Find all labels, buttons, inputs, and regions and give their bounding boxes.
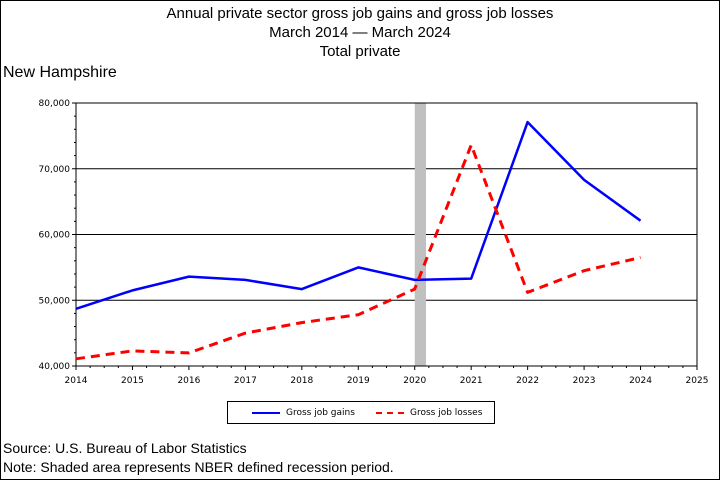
- y-tick-label: 50,000: [39, 296, 71, 306]
- x-tick-label: 2016: [177, 376, 200, 386]
- recession-shading: [414, 103, 427, 366]
- legend-swatch-gains: [252, 411, 280, 414]
- y-tick-label: 40,000: [39, 362, 71, 372]
- x-tick-label: 2023: [573, 376, 596, 386]
- gridlines: [76, 168, 697, 301]
- x-tick-label: 2024: [629, 376, 652, 386]
- recession-note: Note: Shaded area represents NBER define…: [3, 459, 394, 475]
- legend: Gross job gains Gross job losses: [227, 401, 495, 424]
- chart-title: Annual private sector gross job gains an…: [166, 5, 554, 22]
- y-tick-label: 80,000: [39, 99, 71, 109]
- legend-swatch-losses: [376, 411, 404, 414]
- legend-item-gains: Gross job gains: [252, 402, 355, 423]
- recession-band: [414, 103, 427, 366]
- x-tick-label: 2014: [65, 376, 88, 386]
- y-tick-label: 70,000: [39, 165, 71, 175]
- series-line-gross-job-losses: [75, 143, 641, 361]
- x-tick-label: 2015: [121, 376, 144, 386]
- chart-subtitle-industry: Total private: [319, 43, 401, 60]
- x-tick-label: 2018: [290, 376, 313, 386]
- axes: 40,000 50,000 60,000 70,000 80,000 2014 2015 20…: [39, 99, 709, 386]
- x-tick-label: 2019: [347, 376, 370, 386]
- legend-item-losses: Gross job losses: [376, 402, 482, 423]
- x-tick-label: 2017: [234, 376, 257, 386]
- x-tick-label: 2025: [686, 376, 709, 386]
- legend-label-gains: Gross job gains: [286, 407, 355, 418]
- series-line-gross-job-gains: [75, 120, 642, 310]
- series-lines: [75, 120, 642, 361]
- region-label: New Hampshire: [3, 64, 117, 81]
- x-tick-label: 2021: [460, 376, 483, 386]
- chart-subtitle-period: March 2014 — March 2024: [269, 24, 451, 41]
- x-tick-label: 2022: [516, 376, 539, 386]
- source-note: Source: U.S. Bureau of Labor Statistics: [3, 440, 247, 456]
- x-tick-label: 2020: [403, 376, 426, 386]
- y-tick-label: 60,000: [39, 231, 71, 241]
- legend-label-losses: Gross job losses: [410, 407, 483, 418]
